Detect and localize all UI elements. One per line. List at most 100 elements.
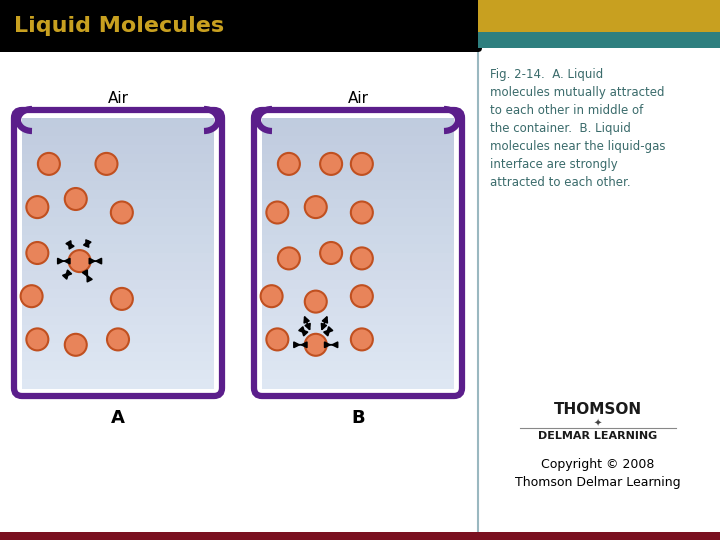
Bar [262,118,454,128]
Bar [262,343,454,353]
Bar [22,163,214,173]
Bar [262,145,454,155]
Circle shape [351,328,373,350]
Circle shape [261,285,283,307]
Text: Air: Air [348,91,369,106]
Bar [262,226,454,236]
Bar [22,370,214,380]
Circle shape [107,328,129,350]
Bar [22,307,214,317]
Text: B: B [351,409,365,427]
Bar [22,145,214,155]
Bar [22,208,214,218]
Bar [22,199,214,209]
Bar [22,217,214,227]
Bar [262,352,454,362]
Circle shape [278,247,300,269]
Bar [22,361,214,371]
Bar [22,136,214,146]
Text: Air: Air [107,91,128,106]
Bar [262,199,454,209]
Circle shape [266,328,288,350]
Circle shape [96,153,117,175]
Circle shape [111,288,133,310]
Bar [22,262,214,272]
Text: THOMSON: THOMSON [554,402,642,417]
Bar [22,253,214,263]
Circle shape [21,285,42,307]
Bar [22,289,214,299]
Bar [262,172,454,182]
Bar [262,334,454,344]
Bar [262,271,454,281]
Bar [22,118,214,128]
Bar [262,154,454,164]
Bar [22,127,214,137]
Bar [22,172,214,182]
Text: Copyright © 2008
Thomson Delmar Learning: Copyright © 2008 Thomson Delmar Learning [516,458,681,489]
Bar [22,181,214,191]
Circle shape [266,201,288,224]
Bar [262,361,454,371]
Bar [262,217,454,227]
Bar [262,181,454,191]
Bar [262,298,454,308]
Bar [262,136,454,146]
Circle shape [320,242,342,264]
Bar [262,280,454,290]
Bar [478,32,720,48]
Bar [478,0,720,32]
Text: A: A [111,409,125,427]
Circle shape [305,196,327,218]
Bar [22,235,214,245]
Bar [22,325,214,335]
Bar [22,343,214,353]
Bar [22,352,214,362]
Circle shape [351,285,373,307]
FancyBboxPatch shape [0,0,482,52]
Circle shape [65,188,87,210]
Circle shape [351,201,373,224]
Bar [22,379,214,389]
Bar [262,253,454,263]
Circle shape [27,196,48,218]
Bar [262,325,454,335]
Text: DELMAR LEARNING: DELMAR LEARNING [539,431,657,441]
Bar [22,190,214,200]
Circle shape [65,334,87,356]
Circle shape [305,291,327,313]
Circle shape [27,242,48,264]
Bar [262,190,454,200]
Bar [22,244,214,254]
Bar [262,208,454,218]
Bar [262,127,454,137]
Bar [262,307,454,317]
Bar [262,370,454,380]
Bar [0,532,720,540]
Circle shape [27,328,48,350]
Bar [22,280,214,290]
Text: Fig. 2-14.  A. Liquid
molecules mutually attracted
to each other in middle of
th: Fig. 2-14. A. Liquid molecules mutually … [490,68,665,189]
Bar [262,316,454,326]
Circle shape [351,153,373,175]
Bar [262,289,454,299]
Bar [262,379,454,389]
Circle shape [320,153,342,175]
Circle shape [38,153,60,175]
Bar [262,163,454,173]
Circle shape [68,250,91,272]
Circle shape [351,247,373,269]
Bar [22,298,214,308]
Bar [22,271,214,281]
Bar [22,154,214,164]
Bar [262,244,454,254]
Circle shape [111,201,133,224]
Bar [22,316,214,326]
Text: Liquid Molecules: Liquid Molecules [14,16,224,36]
Bar [262,262,454,272]
Bar [22,334,214,344]
Circle shape [278,153,300,175]
Circle shape [305,334,327,356]
Bar [262,235,454,245]
Text: ✦: ✦ [594,419,602,429]
